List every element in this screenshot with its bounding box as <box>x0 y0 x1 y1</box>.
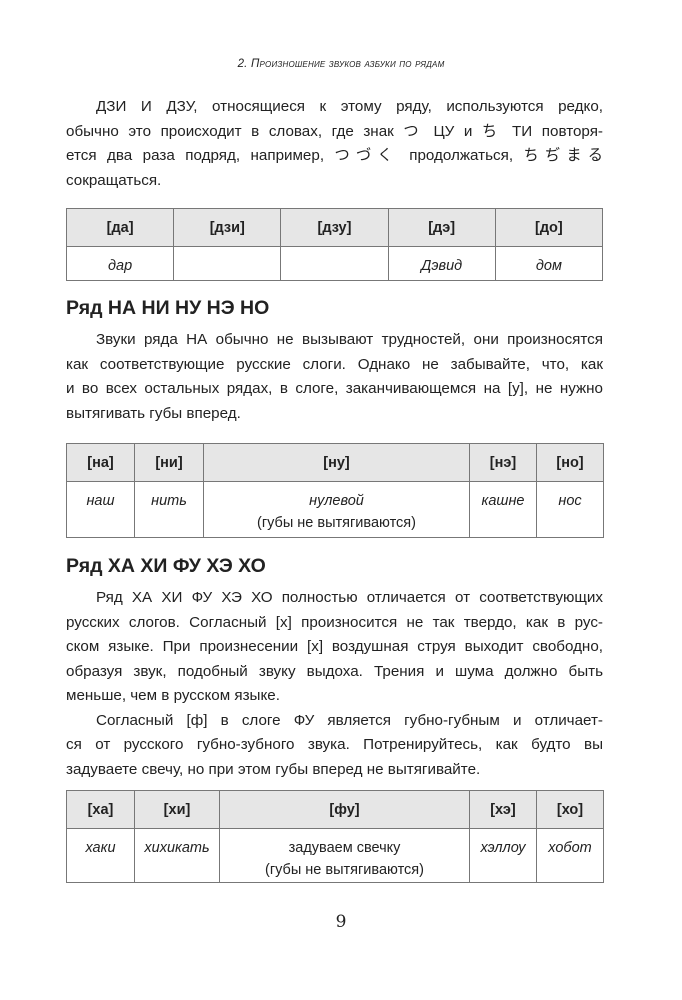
cell <box>280 246 389 281</box>
cell: нить <box>134 481 204 538</box>
cell: нос <box>536 481 604 538</box>
example-word: нулевой <box>309 493 364 509</box>
cell: хаки <box>66 828 135 883</box>
header-cell: [хо] <box>536 790 604 829</box>
ha-paragraph-1: Ряд ХА ХИ ФУ ХЭ ХО полностью отличается … <box>66 586 603 782</box>
text-line: Ряд ХА ХИ ФУ ХЭ ХО полностью отличается … <box>96 589 603 606</box>
example-word: нить <box>151 493 187 509</box>
header-cell: [ха] <box>66 790 135 829</box>
text-line: и во всех остальных рядах, в слоге, зака… <box>66 380 603 397</box>
text-line: ется два раза подряд, например, つづく прод… <box>66 147 603 164</box>
cell: нулевой (губы не вытягиваются) <box>203 481 470 538</box>
header-cell: [да] <box>65 208 175 247</box>
header-cell: [фу] <box>219 790 470 829</box>
header-cell: [дзу] <box>280 208 389 247</box>
page-number: 9 <box>335 912 347 932</box>
example-word: дар <box>108 258 133 274</box>
table-header-row: [ха] [хи] [фу] [хэ] [хо] <box>66 790 604 829</box>
cell-note: (губы не вытягиваются) <box>257 515 416 531</box>
header-cell: [хэ] <box>469 790 537 829</box>
text-line: ся от русского губно-зубного звука. Потр… <box>66 736 603 753</box>
example-word: Дэвид <box>421 258 463 274</box>
header-cell: [дзи] <box>173 208 282 247</box>
text-line: ДЗИ И ДЗУ, относящиеся к этому ряду, исп… <box>96 98 603 115</box>
cell: наш <box>66 481 135 538</box>
header-cell: [нэ] <box>469 443 537 482</box>
example-word: хэллоу <box>480 840 526 856</box>
table-row: хаки хихикать задуваем свечку (губы не вы… <box>66 828 604 883</box>
cell-note: (губы не вытягиваются) <box>265 862 424 878</box>
text-line: образуя звук, подобный звуку выдоха. Тре… <box>66 662 603 680</box>
cell <box>173 246 282 281</box>
example-word: нос <box>558 493 582 509</box>
cell: хихикать <box>134 828 220 883</box>
header-cell: [дэ] <box>387 208 496 247</box>
table-na-row: [на] [ни] [ну] [нэ] [но] наш нить нулево… <box>66 443 604 538</box>
text-line: сокращаться. <box>66 171 162 189</box>
table-header-row: [да] [дзи] [дзу] [дэ] [до] <box>65 208 604 247</box>
text-line: ском языке. При произнесении [х] воздушн… <box>66 638 603 655</box>
header-cell: [до] <box>494 208 604 247</box>
text-line: меньше, чем в русском языке. <box>66 687 280 704</box>
example-phrase: задуваем свечку <box>288 840 401 856</box>
text-line: задуваете свечу, но при этом губы вперед… <box>66 760 481 778</box>
cell: хобот <box>536 828 604 883</box>
table-header-row: [на] [ни] [ну] [нэ] [но] <box>66 443 604 482</box>
header-cell: [ну] <box>203 443 470 482</box>
example-word: наш <box>86 493 115 509</box>
example-word: хобот <box>548 840 592 856</box>
example-word: дом <box>535 258 562 274</box>
text-line: русских слогов. Согласный [х] произносит… <box>66 613 603 631</box>
cell: задуваем свечку (губы не вытягиваются) <box>219 828 470 883</box>
text-line: как соответствующие русские слоги. Однак… <box>66 355 603 373</box>
example-word: кашне <box>481 493 525 509</box>
table-row: дар Дэвид дом <box>65 246 604 281</box>
example-word: хихикать <box>144 840 210 856</box>
table-row: наш нить нулевой (губы не вытягиваются) к… <box>66 481 604 538</box>
na-paragraph: Звуки ряда НА обычно не вызывают труднос… <box>66 328 603 426</box>
cell: дом <box>494 246 604 281</box>
text-line: Согласный [ф] в слоге ФУ является губно-… <box>96 711 603 729</box>
running-header: 2. Произношение звуков азбуки по рядам <box>237 58 445 70</box>
header-cell: [но] <box>536 443 604 482</box>
cell: кашне <box>469 481 537 538</box>
text-line: вытягивать губы вперед. <box>66 404 241 422</box>
intro-paragraph: ДЗИ И ДЗУ, относящиеся к этому ряду, исп… <box>66 95 603 193</box>
text-line: обычно это происходит в словах, где знак… <box>66 122 603 140</box>
section-heading-na: Ряд НА НИ НУ НЭ НО <box>66 297 270 319</box>
section-heading-ha: Ряд ХА ХИ ФУ ХЭ ХО <box>66 555 266 577</box>
header-cell: [хи] <box>134 790 220 829</box>
cell: хэллоу <box>469 828 537 883</box>
table-ha-row: [ха] [хи] [фу] [хэ] [хо] хаки хихикать з… <box>66 790 604 883</box>
table-da-row: [да] [дзи] [дзу] [дэ] [до] дар Дэвид дом <box>65 208 604 281</box>
text-line: Звуки ряда НА обычно не вызывают труднос… <box>96 331 603 348</box>
cell: дар <box>65 246 175 281</box>
header-cell: [на] <box>66 443 135 482</box>
example-word: хаки <box>85 840 116 856</box>
header-cell: [ни] <box>134 443 204 482</box>
cell: Дэвид <box>387 246 496 281</box>
